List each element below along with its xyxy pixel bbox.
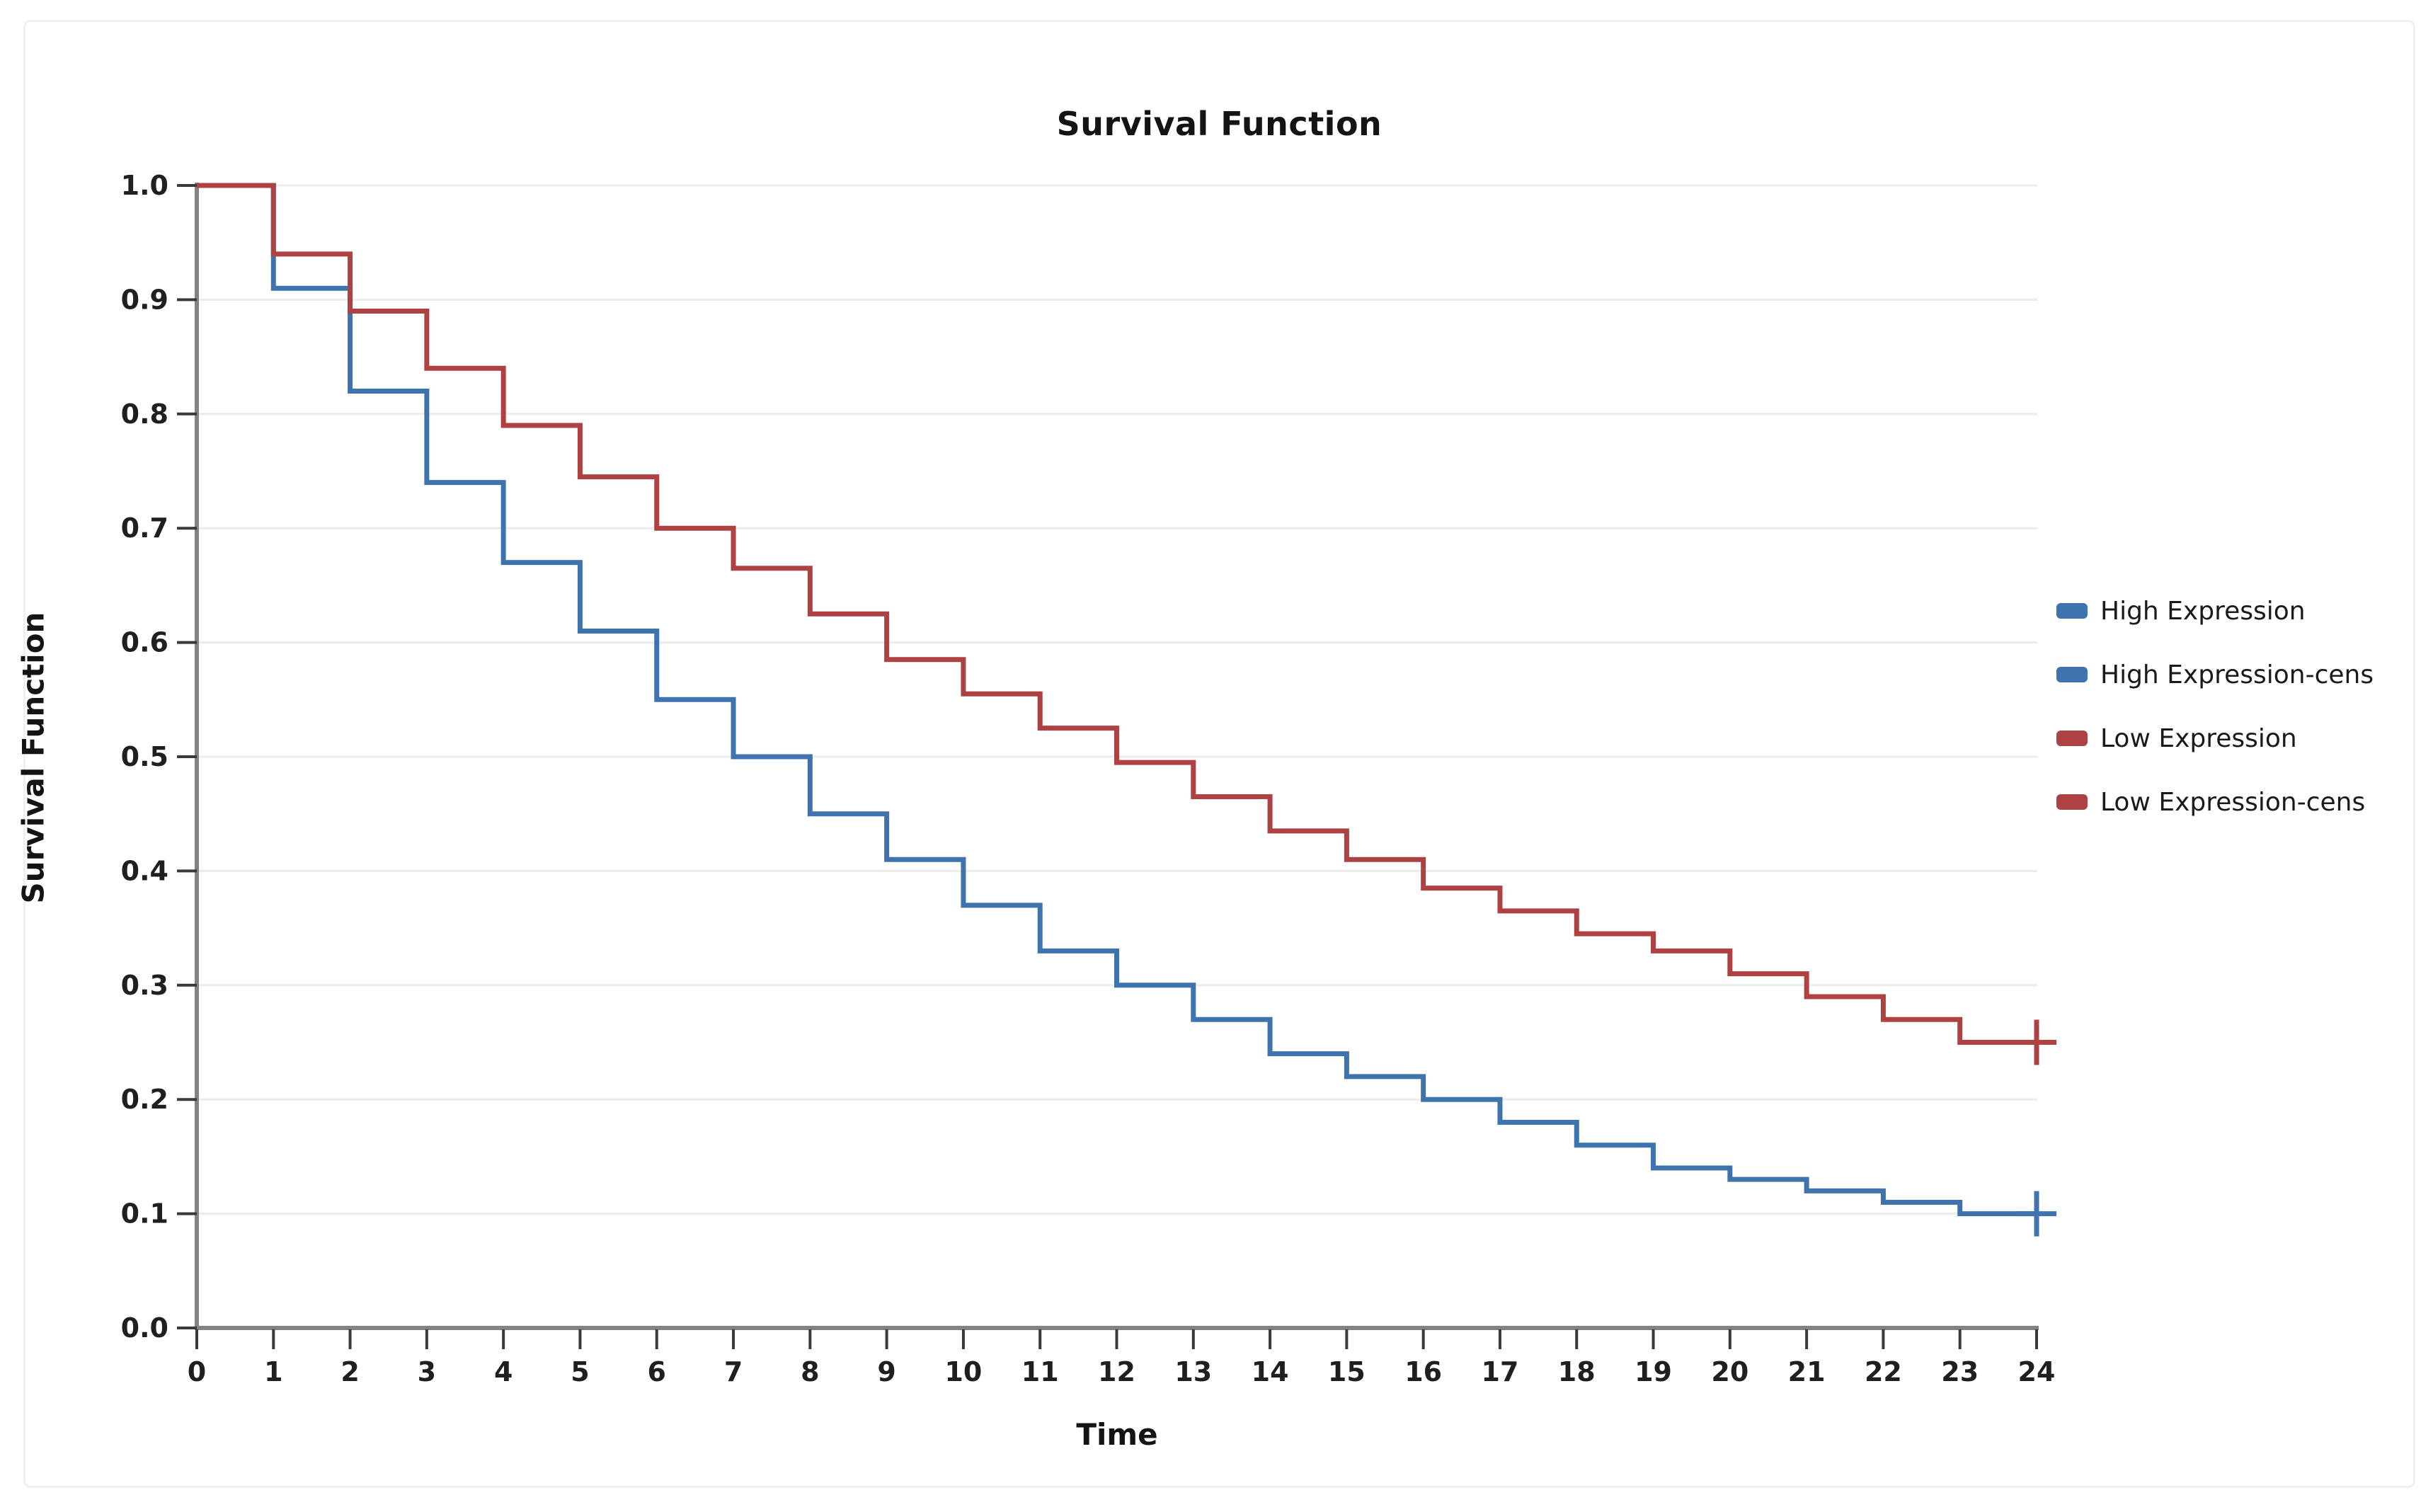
- y-axis-title: Survival Function: [16, 612, 51, 904]
- x-tick-label: 19: [1635, 1356, 1672, 1387]
- legend-swatch-high-expression-cens: [2056, 667, 2088, 682]
- x-tick-label: 5: [571, 1356, 589, 1387]
- x-tick-label: 6: [648, 1356, 666, 1387]
- legend-label: Low Expression: [2100, 723, 2297, 753]
- y-tick-label: 0.0: [121, 1312, 168, 1344]
- x-tick-label: 0: [188, 1356, 206, 1387]
- x-tick-label: 7: [724, 1356, 743, 1387]
- legend-label: High Expression: [2100, 596, 2306, 626]
- y-tick-label: 0.5: [121, 741, 168, 772]
- x-axis-title: Time: [1076, 1417, 1158, 1452]
- x-tick-label: 20: [1711, 1356, 1748, 1387]
- y-tick-label: 1.0: [121, 170, 168, 201]
- legend-item-high-expression: High Expression: [2056, 579, 2374, 643]
- legend-swatch-low-expression: [2056, 731, 2088, 746]
- x-tick-label: 3: [418, 1356, 436, 1387]
- x-tick-label: 1: [264, 1356, 282, 1387]
- x-tick-label: 13: [1174, 1356, 1212, 1387]
- y-tick-label: 0.9: [121, 284, 168, 315]
- x-tick-label: 23: [1941, 1356, 1979, 1387]
- legend-item-high-expression-cens: High Expression-cens: [2056, 643, 2374, 706]
- chart-card: [23, 20, 2415, 1488]
- series-high-expression: [197, 183, 2037, 1217]
- legend-label: Low Expression-cens: [2100, 787, 2366, 817]
- x-tick-label: 11: [1021, 1356, 1059, 1387]
- y-tick-label: 0.8: [121, 399, 168, 430]
- y-tick-label: 0.1: [121, 1198, 168, 1230]
- y-tick-label: 0.6: [121, 627, 168, 658]
- legend-swatch-high-expression: [2056, 603, 2088, 619]
- x-tick-label: 2: [340, 1356, 359, 1387]
- x-tick-label: 14: [1252, 1356, 1289, 1387]
- x-tick-label: 17: [1482, 1356, 1519, 1387]
- legend-item-low-expression-cens: Low Expression-cens: [2056, 770, 2374, 834]
- legend-swatch-low-expression-cens: [2056, 794, 2088, 810]
- legend-label: High Expression-cens: [2100, 660, 2374, 689]
- y-tick-label: 0.4: [121, 855, 168, 886]
- x-tick-label: 15: [1328, 1356, 1366, 1387]
- x-tick-label: 9: [877, 1356, 895, 1387]
- y-tick-label: 0.3: [121, 970, 168, 1001]
- y-tick-label: 0.2: [121, 1084, 168, 1115]
- chart-title: Survival Function: [1056, 105, 1382, 143]
- x-tick-label: 21: [1788, 1356, 1826, 1387]
- x-tick-label: 12: [1098, 1356, 1135, 1387]
- x-tick-label: 22: [1865, 1356, 1902, 1387]
- x-tick-label: 24: [2018, 1356, 2056, 1387]
- x-tick-label: 4: [494, 1356, 513, 1387]
- legend: High Expression High Expression-cens Low…: [2056, 579, 2374, 834]
- x-tick-label: 18: [1558, 1356, 1596, 1387]
- y-tick-label: 0.7: [121, 512, 168, 544]
- x-tick-label: 16: [1404, 1356, 1442, 1387]
- series-low-expression: [197, 183, 2037, 1045]
- x-tick-label: 10: [944, 1356, 982, 1387]
- legend-item-low-expression: Low Expression: [2056, 706, 2374, 770]
- x-tick-label: 8: [801, 1356, 819, 1387]
